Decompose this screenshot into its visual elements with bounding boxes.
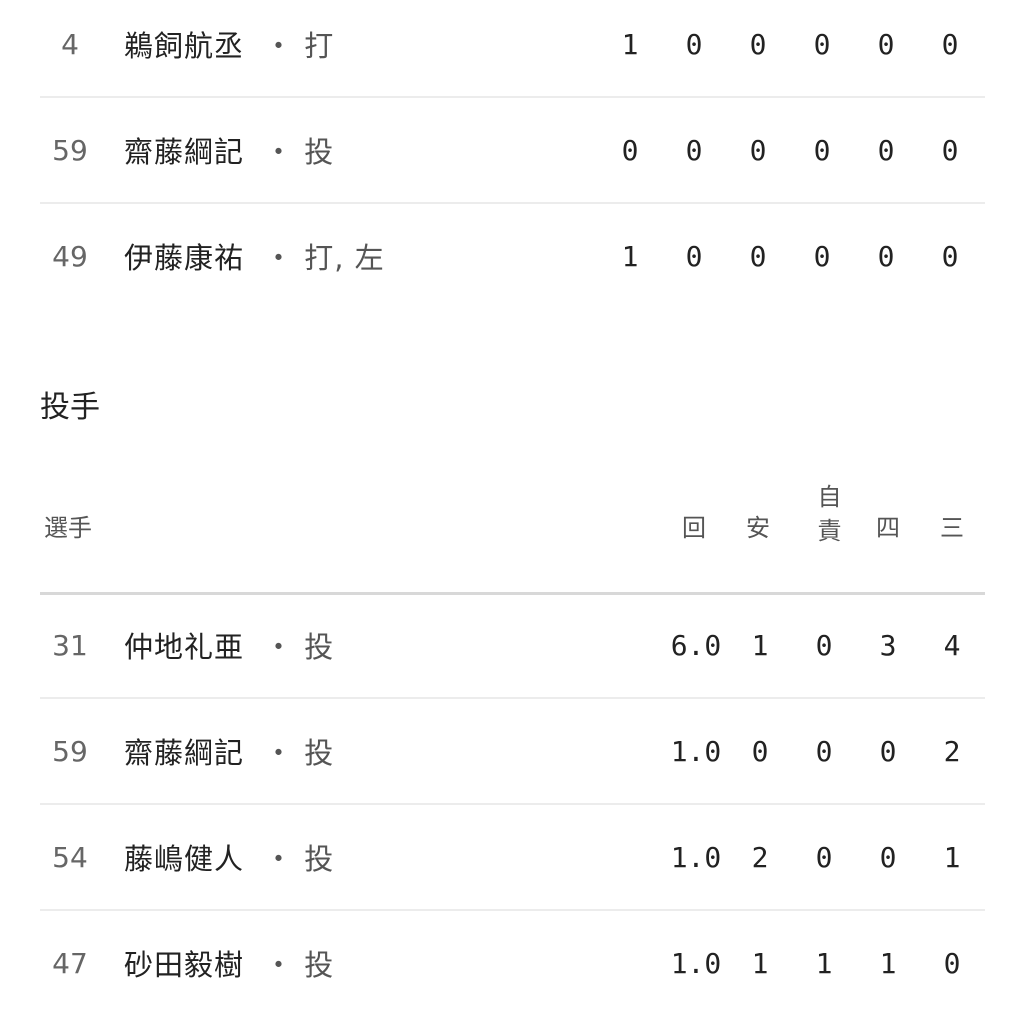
header-player: 選手 <box>44 514 92 542</box>
stat-cell: 0 <box>749 133 767 167</box>
player-name[interactable]: 仲地礼亜 <box>124 630 245 664</box>
stat-cell: 0 <box>941 133 959 167</box>
stat-cell: 1 <box>879 946 897 980</box>
player-position: ・ 投 <box>264 842 335 876</box>
stat-cell: 0 <box>813 27 831 61</box>
stat-cell: 0 <box>815 628 833 662</box>
header-earned-runs: 自責 <box>813 484 841 552</box>
stat-cell: 0 <box>813 133 831 167</box>
row-divider <box>40 803 985 805</box>
player-number: 59 <box>52 133 88 167</box>
stat-cell: 1 <box>943 840 961 874</box>
stat-cell: 0 <box>751 734 769 768</box>
stat-cell: 0 <box>877 239 895 273</box>
player-name-cell: 伊藤康祐・ 打, 左 <box>124 203 385 309</box>
row-divider <box>40 202 985 204</box>
player-name[interactable]: 鵜飼航丞 <box>124 29 245 63</box>
header-hits: 安 <box>746 514 770 542</box>
player-position: ・ 打, 左 <box>264 241 385 275</box>
player-name[interactable]: 砂田毅樹 <box>124 948 245 982</box>
stat-cell: 1 <box>751 628 769 662</box>
stat-cell: 0 <box>749 239 767 273</box>
row-divider <box>40 909 985 911</box>
player-number: 54 <box>52 840 88 874</box>
stat-cell: 1.0 <box>670 840 722 874</box>
player-name[interactable]: 齋藤綱記 <box>124 135 245 169</box>
row-divider <box>40 96 985 98</box>
stat-cell: 0 <box>879 734 897 768</box>
stat-cell: 0 <box>877 27 895 61</box>
player-name-cell: 鵜飼航丞・ 打 <box>124 0 334 97</box>
stat-cell: 1.0 <box>670 734 722 768</box>
stat-cell: 0 <box>621 133 639 167</box>
pitching-section-title: 投手 <box>40 390 100 425</box>
header-innings: 回 <box>682 514 706 542</box>
player-number: 49 <box>52 239 88 273</box>
header-strikeouts: 三 <box>940 514 964 542</box>
player-name-cell: 仲地礼亜・ 投 <box>124 592 334 698</box>
stat-cell: 0 <box>943 946 961 980</box>
stat-cell: 0 <box>685 27 703 61</box>
player-row[interactable]: 47 砂田毅樹・ 投 1.0 1 1 1 0 <box>40 910 985 1016</box>
player-row[interactable]: 31 仲地礼亜・ 投 6.0 1 0 3 4 <box>40 592 985 698</box>
stat-cell: 0 <box>815 734 833 768</box>
stat-cell: 1 <box>621 27 639 61</box>
player-row[interactable]: 54 藤嶋健人・ 投 1.0 2 0 0 1 <box>40 804 985 910</box>
player-row[interactable]: 59 齋藤綱記・ 投 0 0 0 0 0 0 <box>40 97 985 203</box>
stat-cell: 2 <box>943 734 961 768</box>
player-number: 31 <box>52 628 88 662</box>
stat-cell: 1.0 <box>670 946 722 980</box>
stat-cell: 1 <box>751 946 769 980</box>
stat-cell: 0 <box>813 239 831 273</box>
stat-cell: 3 <box>879 628 897 662</box>
player-name[interactable]: 藤嶋健人 <box>124 842 245 876</box>
player-name-cell: 齋藤綱記・ 投 <box>124 698 334 804</box>
player-number: 59 <box>52 734 88 768</box>
player-position: ・ 投 <box>264 630 335 664</box>
stat-cell: 0 <box>685 133 703 167</box>
header-divider <box>40 592 985 595</box>
player-number: 4 <box>61 27 79 61</box>
player-row[interactable]: 49 伊藤康祐・ 打, 左 1 0 0 0 0 0 <box>40 203 985 309</box>
player-row[interactable]: 4 鵜飼航丞・ 打 1 0 0 0 0 0 <box>40 0 985 97</box>
player-name-cell: 齋藤綱記・ 投 <box>124 97 334 203</box>
player-number: 47 <box>52 946 88 980</box>
header-walks: 四 <box>876 514 900 542</box>
stat-cell: 4 <box>943 628 961 662</box>
stat-cell: 0 <box>879 840 897 874</box>
stat-cell: 0 <box>749 27 767 61</box>
stat-cell: 6.0 <box>670 628 722 662</box>
player-position: ・ 投 <box>264 948 335 982</box>
player-position: ・ 投 <box>264 135 335 169</box>
stat-cell: 2 <box>751 840 769 874</box>
player-name-cell: 藤嶋健人・ 投 <box>124 804 334 910</box>
stat-cell: 0 <box>877 133 895 167</box>
stat-cell: 0 <box>941 27 959 61</box>
row-divider <box>40 697 985 699</box>
stat-cell: 0 <box>815 840 833 874</box>
player-row[interactable]: 59 齋藤綱記・ 投 1.0 0 0 0 2 <box>40 698 985 804</box>
stat-cell: 1 <box>815 946 833 980</box>
stat-cell: 0 <box>941 239 959 273</box>
player-position: ・ 投 <box>264 736 335 770</box>
stat-cell: 1 <box>621 239 639 273</box>
player-position: ・ 打 <box>264 29 335 63</box>
player-name[interactable]: 伊藤康祐 <box>124 241 245 275</box>
stat-cell: 0 <box>685 239 703 273</box>
player-name-cell: 砂田毅樹・ 投 <box>124 910 334 1016</box>
player-name[interactable]: 齋藤綱記 <box>124 736 245 770</box>
